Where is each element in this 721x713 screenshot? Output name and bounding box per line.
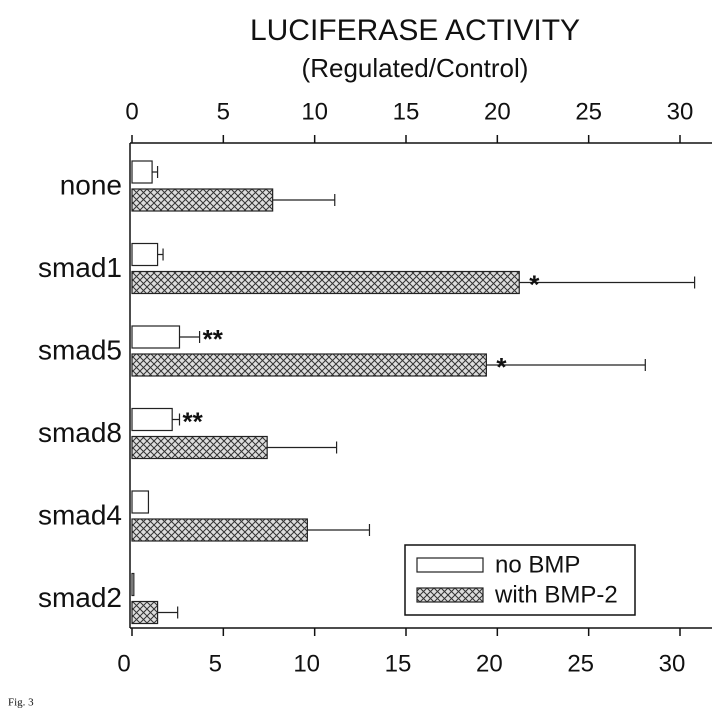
bar [131,160,153,184]
x-tick-label: 0 [125,98,138,125]
annotation: * [529,269,540,299]
bar [131,270,520,295]
error-bar [307,524,371,536]
annotation: * [496,352,507,382]
error-bar [519,276,696,289]
x-tick-label: 10 [293,650,320,677]
x-tick-label: 15 [393,98,420,125]
error-bar [157,606,179,619]
legend-label: with BMP-2 [494,581,618,608]
chart-subtitle: (Regulated/Control) [302,53,529,83]
error-bar [267,441,338,454]
bar [131,600,159,625]
x-tick-label: 10 [301,98,328,125]
category-label: smad1 [38,252,122,283]
chart-title: LUCIFERASE ACTIVITY [250,14,580,47]
x-tick-label: 5 [209,650,222,677]
annotation: ** [182,406,203,436]
error-bar [179,331,201,343]
error-bar [172,413,181,426]
x-tick-label: 0 [117,650,130,677]
category-label: smad4 [38,499,122,530]
category-label: smad2 [38,582,122,613]
legend-swatch [416,587,484,603]
bar [131,490,150,514]
x-tick-label: 25 [567,650,594,677]
x-tick-label: 15 [385,650,412,677]
bar [131,188,274,212]
bar [131,572,135,597]
error-bar [272,194,336,206]
figure-label: Fig. 3 [8,697,34,709]
annotation: ** [203,324,224,354]
legend-label: no BMP [495,551,580,578]
x-tick-label: 30 [659,650,686,677]
x-tick-label: 30 [667,98,694,125]
category-label: smad8 [38,417,122,448]
error-bar [152,166,159,178]
x-tick-label: 20 [476,650,503,677]
bar [131,353,487,377]
bar [131,242,159,267]
x-tick-label: 25 [575,98,602,125]
x-tick-label: 5 [217,98,230,125]
legend-box [404,544,636,616]
category-label: none [60,169,122,200]
x-tick-label: 20 [484,98,511,125]
bar [131,407,173,432]
bar [131,518,308,542]
error-bar [486,359,646,371]
bar [131,435,268,460]
error-bar [157,248,164,261]
legend-swatch [416,557,484,573]
bar [131,325,181,349]
category-label: smad5 [38,334,122,365]
